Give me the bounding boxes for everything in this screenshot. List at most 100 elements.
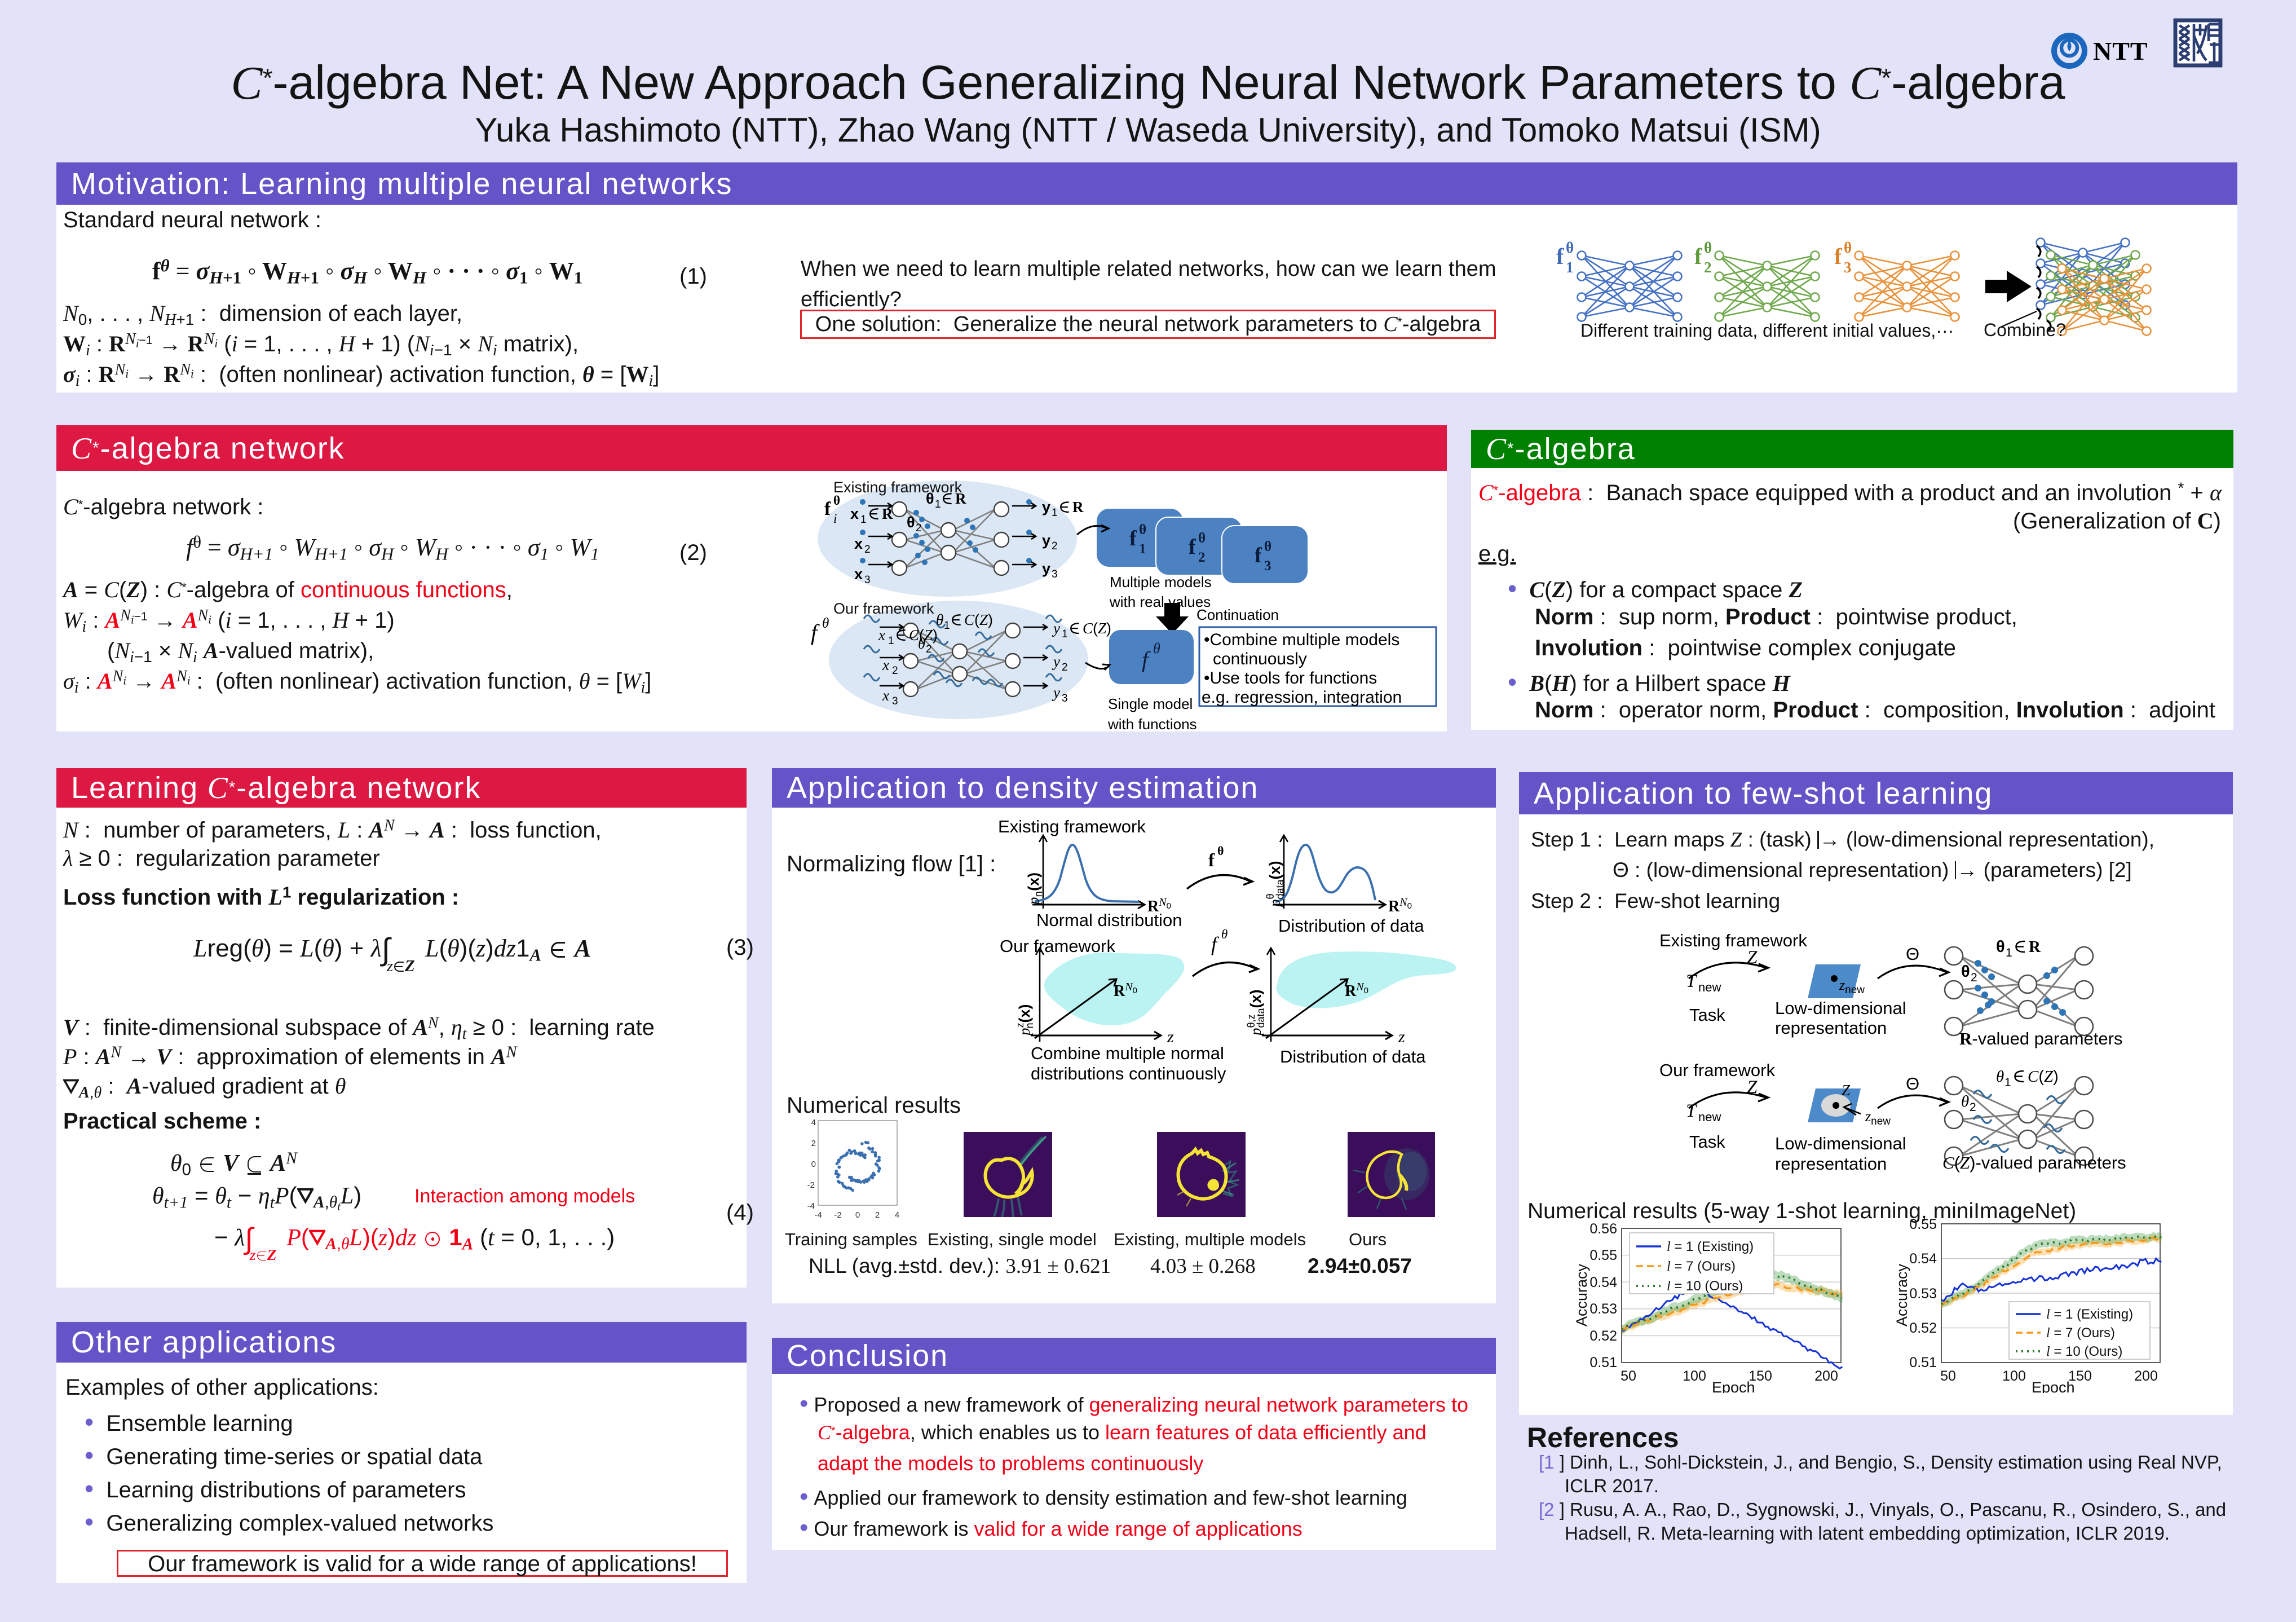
svg-text:3: 3 [1264,558,1271,574]
svg-text:RN0: RN0 [1388,896,1412,915]
svg-text:100: 100 [2002,1368,2026,1384]
svg-text:θ: θ [1996,1068,2004,1086]
svg-text:1: 1 [944,620,950,632]
svg-text:pzn(x): pzn(x) [1014,1004,1035,1037]
svg-text:continuously: continuously [1213,650,1307,668]
svg-text:200: 200 [1814,1368,1838,1384]
svg-text:f: f [1211,933,1220,955]
svg-text:150: 150 [2068,1368,2092,1384]
svg-text:representation: representation [1775,1018,1887,1038]
svg-text:Existing framework: Existing framework [833,479,962,496]
svg-text:znew: znew [1865,1108,1891,1127]
svg-text:4: 4 [895,1210,899,1220]
svg-text:3: 3 [1052,568,1058,580]
svg-text:θ: θ [1704,239,1712,256]
svg-text:θ: θ [822,616,829,631]
svg-text:l = 10 (Ours): l = 10 (Ours) [1667,1279,1743,1294]
svg-text:1: 1 [888,635,894,647]
svg-text:R: R [1072,499,1084,515]
svg-text:-4: -4 [807,1201,815,1211]
svg-text:R: R [2029,938,2041,956]
svg-text:θ: θ [1264,539,1271,554]
svg-text:2: 2 [1704,259,1712,276]
svg-text:Low-dimensional: Low-dimensional [1775,1134,1906,1153]
svg-text:θ: θ [1996,938,2005,956]
svg-text:θ: θ [1961,1092,1969,1110]
svg-text:0.53: 0.53 [1589,1301,1617,1317]
svg-text:RN0: RN0 [1114,981,1137,1000]
svg-text:l = 7 (Ours): l = 7 (Ours) [1667,1259,1736,1274]
svg-text:0.54: 0.54 [1589,1275,1617,1290]
svg-text:pθ,zdata(x): pθ,zdata(x) [1246,989,1266,1037]
svg-text:f: f [824,499,831,519]
svg-text:1: 1 [860,514,867,526]
svg-text:T: T [1686,1101,1698,1121]
svg-text:2: 2 [1052,540,1058,552]
svg-text:0.56: 0.56 [1589,1221,1617,1237]
svg-text:3: 3 [892,695,898,707]
svg-text:0.52: 0.52 [1589,1328,1617,1344]
svg-text:1: 1 [1139,541,1146,557]
svg-text:Combine?: Combine? [1984,320,2066,340]
svg-text:0.53: 0.53 [1909,1286,1937,1302]
svg-text:0: 0 [855,1210,860,1220]
svg-text:-2: -2 [807,1180,815,1190]
svg-text:Epoch: Epoch [1712,1379,1755,1393]
svg-text:representation: representation [1775,1154,1887,1174]
svg-text:y: y [1042,499,1050,515]
svg-text:l = 7 (Ours): l = 7 (Ours) [2046,1325,2115,1341]
svg-text:Epoch: Epoch [2032,1379,2075,1393]
svg-text:z: z [1398,1028,1405,1046]
svg-text:Distribution of data: Distribution of data [1280,1047,1426,1066]
svg-text:Task: Task [1689,1132,1725,1152]
svg-text:f: f [1208,850,1215,871]
svg-text:R: R [882,505,893,522]
svg-text:•Use tools for functions: •Use tools for functions [1204,669,1377,687]
svg-text:Z: Z [1747,1077,1758,1098]
svg-text:θ: θ [918,635,925,652]
svg-text:2: 2 [864,544,871,556]
svg-text:0.54: 0.54 [1909,1251,1937,1267]
svg-text:C(Z)-valued parameters: C(Z)-valued parameters [1942,1153,2126,1173]
svg-text:150: 150 [1749,1368,1772,1384]
svg-text:e.g. regression, integration: e.g. regression, integration [1202,688,1402,707]
svg-text:4: 4 [811,1119,816,1127]
svg-text:Our framework: Our framework [1659,1060,1775,1080]
svg-text:-4: -4 [814,1210,822,1220]
svg-text:f: f [1556,244,1564,269]
svg-text:0.55: 0.55 [1589,1248,1617,1263]
svg-text:Task: Task [1689,1005,1725,1025]
svg-text:2: 2 [1198,550,1206,565]
svg-text:100: 100 [1683,1368,1706,1384]
svg-text:θ: θ [1139,522,1146,537]
svg-text:x: x [882,656,889,673]
svg-text:z: z [1167,1028,1174,1046]
svg-text:200: 200 [2134,1368,2158,1384]
svg-text:0.51: 0.51 [1589,1355,1617,1370]
svg-text:Different training data, diffe: Different training data, different initi… [1580,320,1954,341]
svg-text:Existing framework: Existing framework [998,817,1146,836]
svg-text:•Combine multiple models: •Combine multiple models [1204,631,1399,649]
svg-text:x: x [854,566,863,583]
svg-text:0.51: 0.51 [1909,1355,1937,1370]
svg-text:θ: θ [907,514,915,531]
svg-text:x: x [854,535,863,552]
svg-text:y: y [1052,620,1060,637]
svg-text:2: 2 [811,1139,816,1148]
svg-text:Accuracy: Accuracy [1893,1263,1910,1326]
svg-text:2: 2 [926,643,932,655]
svg-text:new: new [1698,1110,1721,1124]
svg-text:Normal distribution: Normal distribution [1036,910,1182,930]
svg-text:θ: θ [833,493,840,508]
svg-text:f: f [1255,544,1262,567]
svg-text:x: x [850,505,859,522]
svg-text:with functions: with functions [1107,716,1197,731]
svg-text:l = 1 (Existing): l = 1 (Existing) [1667,1239,1754,1254]
svg-text:3: 3 [1844,259,1852,276]
svg-text:θ: θ [1961,963,1970,981]
svg-text:3: 3 [864,574,871,586]
svg-text:0: 0 [811,1160,816,1169]
svg-text:C(Z): C(Z) [1083,620,1111,637]
svg-text:Continuation: Continuation [1196,606,1279,623]
svg-text:x: x [878,627,885,643]
